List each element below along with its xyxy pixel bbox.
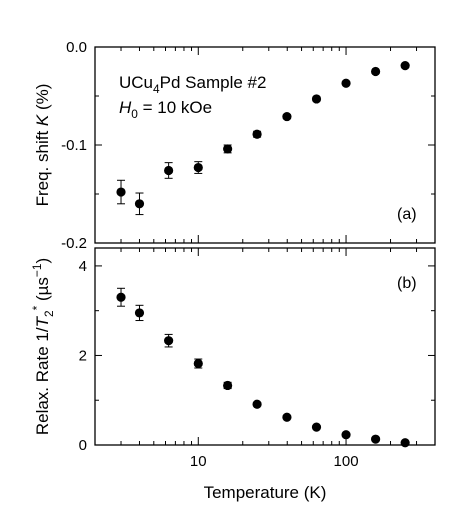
data-point xyxy=(282,412,292,422)
x-tick-label: 100 xyxy=(334,453,359,470)
data-point xyxy=(311,422,322,432)
data-point xyxy=(400,438,410,448)
data-point xyxy=(223,144,233,154)
annotation-line: UCu4Pd Sample #2 xyxy=(119,73,266,96)
data-point xyxy=(370,66,381,77)
annotation-line: H0 = 10 kOe xyxy=(119,98,212,121)
x-tick-label: 10 xyxy=(190,453,207,470)
data-point xyxy=(134,199,145,209)
panel-a: 0.0 -0.1 -0.2 Freq. shift K (%) (a) UCu4Pd Sa… xyxy=(33,39,436,252)
plot-frame xyxy=(94,247,436,446)
data-point xyxy=(370,434,381,444)
data-point xyxy=(252,129,262,139)
y-tick-label: 0 xyxy=(79,437,87,454)
data-point xyxy=(116,292,126,302)
data-point xyxy=(341,78,351,88)
y-axis-label: Freq. shift K (%) xyxy=(33,84,52,207)
data-point xyxy=(164,336,174,346)
data-point xyxy=(223,380,233,391)
data-point xyxy=(400,61,410,71)
data-point xyxy=(164,165,174,176)
data-point xyxy=(193,162,203,173)
y-tick-label: 0.0 xyxy=(66,39,87,56)
panel-label: (b) xyxy=(397,275,417,292)
data-point xyxy=(252,399,262,409)
y-tick-label: -0.2 xyxy=(61,235,87,252)
data-point xyxy=(311,94,322,104)
panel-label: (a) xyxy=(397,206,417,223)
y-tick-label: 4 xyxy=(79,258,87,275)
y-axis-label: Relax. Rate 1/T2* (µs−1) xyxy=(30,258,56,435)
panel-b: 0 2 4 Relax. Rate 1/T2* (µs−1) (b) 10 100 xyxy=(30,247,436,470)
data-point xyxy=(116,187,126,197)
x-axis-label: Temperature (K) xyxy=(204,483,327,502)
data-point xyxy=(341,430,351,440)
data-point xyxy=(282,111,292,122)
data-point xyxy=(193,358,203,369)
y-tick-label: -0.1 xyxy=(61,137,87,154)
data-point xyxy=(134,308,145,318)
y-tick-label: 2 xyxy=(79,347,87,364)
